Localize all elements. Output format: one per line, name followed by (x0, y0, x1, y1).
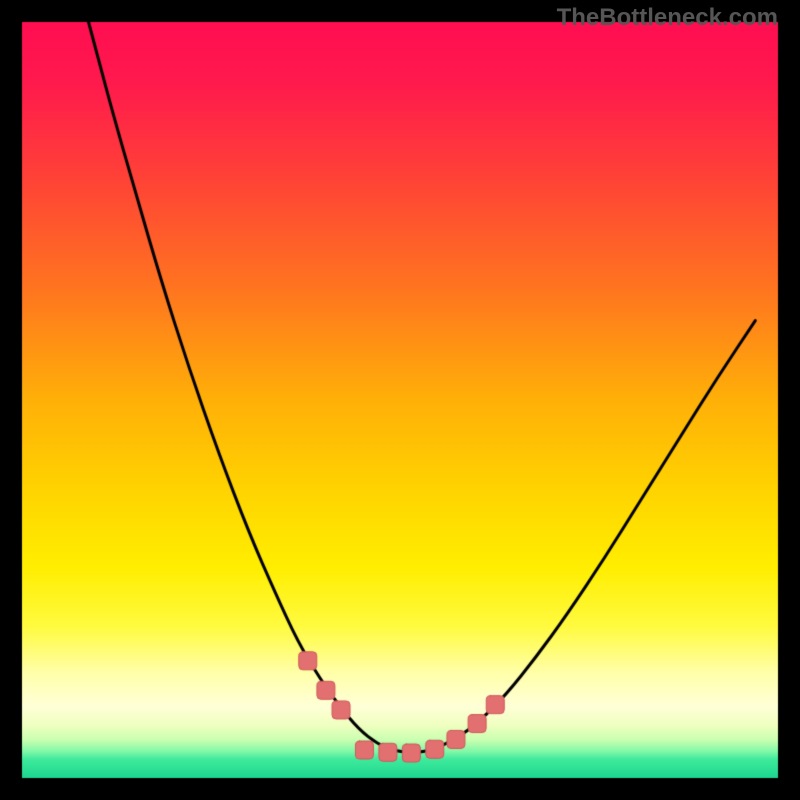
bottleneck-chart-canvas (0, 0, 800, 800)
chart-container: TheBottleneck.com (0, 0, 800, 800)
watermark-text: TheBottleneck.com (557, 4, 778, 32)
